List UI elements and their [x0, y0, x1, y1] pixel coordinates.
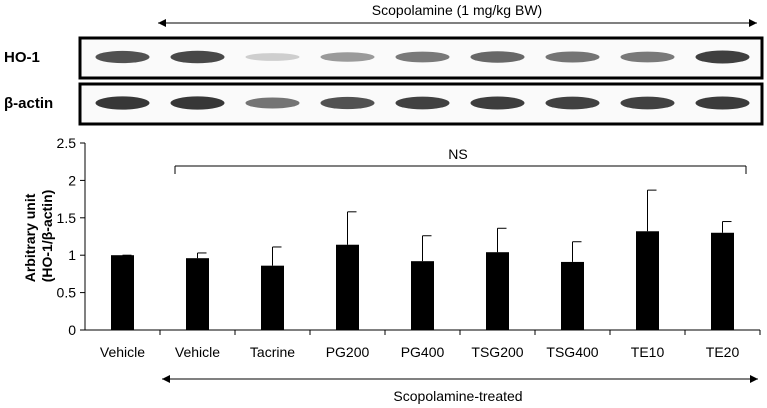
- x-tick-label: TSG200: [471, 344, 523, 360]
- blot-band: [95, 50, 150, 64]
- y-tick-label: 1.5: [57, 210, 77, 226]
- x-tick-label: PG400: [401, 344, 445, 360]
- blot-band: [470, 96, 525, 110]
- scopolamine-treated-label: Scopolamine-treated: [393, 388, 522, 404]
- scopolamine-label: Scopolamine (1 mg/kg BW): [372, 2, 542, 18]
- bars: [111, 189, 734, 330]
- blot-panel-actin: [78, 82, 764, 126]
- blot-band: [545, 51, 600, 63]
- bar: [561, 261, 584, 330]
- bar: [261, 265, 284, 330]
- blot-label-ho1: HO-1: [4, 49, 40, 66]
- bar: [636, 231, 659, 330]
- x-tick-label: TE20: [706, 344, 740, 360]
- y-axis-label-line-2: (HO-1/β-actin): [39, 190, 55, 283]
- x-tick-labels: Vehicle Vehicle Tacrine PG200 PG400 TSG200 TSG…: [100, 344, 740, 360]
- bar: [111, 255, 134, 330]
- ns-annotation: NS: [448, 146, 467, 162]
- bar: [711, 232, 734, 330]
- blot-band: [620, 51, 675, 63]
- y-axis-label-line-1: Arbitrary unit: [22, 193, 38, 282]
- y-tick-label: 2.5: [57, 135, 77, 151]
- blot-band: [170, 50, 225, 64]
- blot-band: [245, 53, 300, 61]
- scopolamine-treated-arrow: [162, 375, 758, 383]
- y-ticks: 0 0.5 1 1.5 2 2.5: [57, 135, 761, 338]
- y-axis-label: Arbitrary unit (HO-1/β-actin): [22, 190, 55, 283]
- x-tick-label: Tacrine: [250, 344, 295, 360]
- bar: [411, 261, 434, 330]
- y-tick-label: 1: [68, 247, 76, 263]
- blot-panel-ho1: [78, 36, 764, 80]
- blot-band: [395, 51, 450, 63]
- scopolamine-arrow: [158, 19, 757, 27]
- blot-band: [470, 51, 525, 63]
- blot-band: [545, 96, 600, 110]
- x-tick-label: Vehicle: [100, 344, 145, 360]
- x-tick-label: TE10: [631, 344, 665, 360]
- x-tick-label: TSG400: [546, 344, 598, 360]
- bar: [486, 252, 509, 330]
- x-tick-label: PG200: [326, 344, 370, 360]
- blot-band: [620, 96, 675, 110]
- ns-bracket: [174, 165, 747, 174]
- blot-band: [245, 97, 300, 109]
- bar: [186, 258, 209, 330]
- y-tick-label: 0: [68, 322, 76, 338]
- x-tick-label: Vehicle: [175, 344, 220, 360]
- blot-band: [695, 96, 750, 110]
- y-tick-label: 2: [68, 172, 76, 188]
- blot-band: [170, 96, 225, 110]
- blot-label-actin: β-actin: [4, 95, 53, 112]
- y-tick-label: 0.5: [57, 285, 77, 301]
- blot-band: [320, 96, 375, 110]
- blot-band: [695, 50, 750, 64]
- blot-band: [320, 52, 375, 62]
- blot-band: [395, 96, 450, 110]
- bar: [336, 244, 359, 330]
- blot-band: [95, 96, 150, 110]
